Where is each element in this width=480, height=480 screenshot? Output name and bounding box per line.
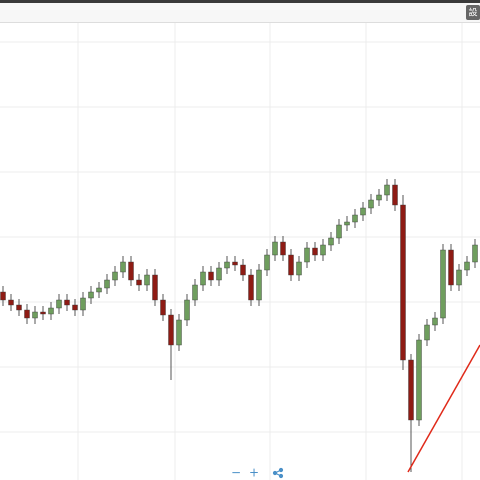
candle-body [224,261,230,269]
candle-body [376,194,382,201]
candle-body [88,291,94,299]
candle-body [176,319,182,346]
candle-body [288,254,294,276]
candle-body [312,247,318,256]
candle-body [8,299,14,306]
candle-body [304,247,310,263]
zoom-in[interactable]: + [249,466,259,480]
candle-body [456,269,462,286]
candle-body [400,204,406,361]
toolbar [0,3,480,22]
candle-body [256,269,262,301]
candle-body [408,359,414,421]
candle-body [112,271,118,281]
candle-body [16,304,22,311]
candle-body [80,297,86,311]
candle-body [64,299,70,306]
candle-body [144,274,150,286]
candle-body [368,199,374,209]
candle-body [360,207,366,216]
candle-body [0,291,6,301]
candle-body [272,241,278,256]
share-icon[interactable] [272,467,284,479]
candle-body [328,237,334,246]
candle-body [424,324,430,341]
candle-body [208,271,214,281]
grid [0,23,480,480]
candle-body [264,254,270,271]
candle-body [392,184,398,206]
candle-body [128,261,134,281]
candle-body [104,279,110,289]
candle-body [216,267,222,281]
candle-body [168,314,174,346]
candle-body [120,261,126,273]
candle-body [296,261,302,276]
candle-body [24,309,30,319]
candle-body [56,299,62,309]
candle-body [384,184,390,196]
candle-body [192,284,198,301]
candle-body [352,214,358,223]
zoom-out[interactable]: − [231,466,241,480]
candle-body [344,221,350,226]
candle-body [416,339,422,421]
trend-line [407,344,480,473]
candle-body [184,299,190,321]
candle-body [200,271,206,286]
candle-body [464,261,470,271]
candle-body [232,261,238,266]
candle-body [248,274,254,301]
candle-body [32,311,38,319]
candle-body [320,244,326,256]
candle-body [96,287,102,293]
candles [0,179,478,472]
candle-body [72,304,78,311]
candle-body [160,299,166,316]
candle-body [448,249,454,286]
candle-body [336,224,342,239]
candle-body [152,274,158,301]
top-border [0,0,480,3]
candle-body [136,279,142,286]
candle-body [440,249,446,319]
candle-body [280,241,286,256]
candle-body [40,311,46,315]
candle-body [48,307,54,315]
toolbar-button[interactable] [466,5,480,20]
candle-body [472,244,478,263]
candle-body [432,317,438,326]
candle-body [240,264,246,276]
toolbar-button-label[interactable]: 設 [468,7,477,19]
